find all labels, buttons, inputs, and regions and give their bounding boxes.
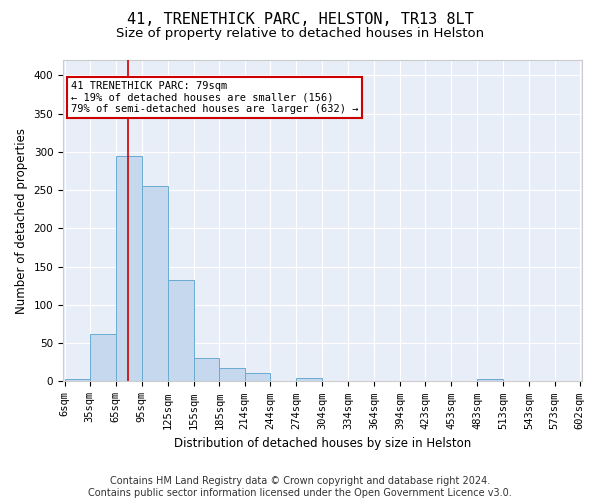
Bar [142, 186, 167, 382]
Text: 41 TRENETHICK PARC: 79sqm
← 19% of detached houses are smaller (156)
79% of semi: 41 TRENETHICK PARC: 79sqm ← 19% of detac… [71, 81, 358, 114]
Bar [116, 156, 142, 382]
Bar [220, 368, 245, 382]
Bar [477, 379, 503, 382]
Bar [245, 373, 271, 382]
Bar [167, 280, 194, 382]
Bar [90, 334, 116, 382]
Bar [194, 358, 220, 382]
Text: Contains HM Land Registry data © Crown copyright and database right 2024.
Contai: Contains HM Land Registry data © Crown c… [88, 476, 512, 498]
Text: 41, TRENETHICK PARC, HELSTON, TR13 8LT: 41, TRENETHICK PARC, HELSTON, TR13 8LT [127, 12, 473, 28]
Bar [296, 378, 322, 382]
Text: Size of property relative to detached houses in Helston: Size of property relative to detached ho… [116, 28, 484, 40]
Y-axis label: Number of detached properties: Number of detached properties [15, 128, 28, 314]
X-axis label: Distribution of detached houses by size in Helston: Distribution of detached houses by size … [173, 437, 471, 450]
Bar [65, 379, 90, 382]
